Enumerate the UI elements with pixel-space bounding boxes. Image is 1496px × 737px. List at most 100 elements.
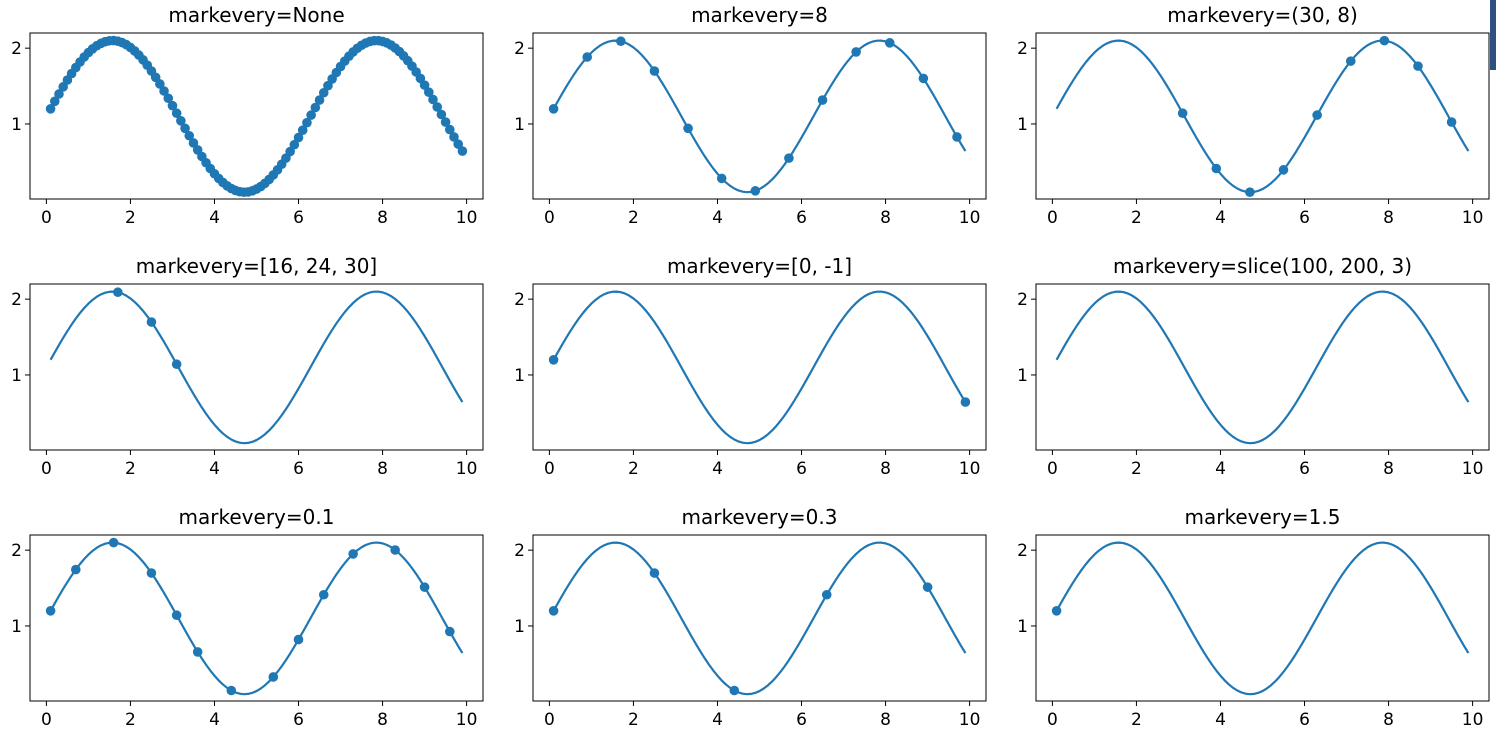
data-point: [171, 610, 182, 621]
y-tick-label: 1: [1017, 617, 1028, 637]
data-point: [729, 685, 740, 696]
series-line: [1055, 290, 1470, 445]
data-point: [419, 80, 430, 90]
data-point: [716, 173, 727, 184]
data-point: [293, 634, 304, 645]
data-point: [428, 94, 438, 105]
data-point: [108, 537, 119, 548]
data-point: [226, 685, 237, 696]
data-point: [285, 146, 295, 157]
x-tick-label: 8: [880, 459, 891, 479]
y-tick-label: 2: [11, 39, 22, 59]
chart-title: markevery=0.3: [682, 505, 838, 529]
data-point: [297, 125, 308, 135]
chart-title: markevery=slice(100, 200, 3): [1113, 254, 1412, 278]
y-tick-label: 1: [1017, 115, 1028, 135]
data-point: [548, 104, 559, 114]
x-tick-label: 10: [959, 459, 981, 479]
data-point: [1245, 187, 1255, 197]
x-tick-label: 2: [1131, 208, 1142, 228]
x-tick-label: 0: [41, 208, 52, 228]
data-point: [750, 186, 761, 196]
x-tick-label: 8: [1383, 710, 1394, 730]
y-tick-label: 1: [11, 115, 22, 135]
series-line: [49, 290, 464, 445]
series-line: [49, 39, 464, 194]
data-point: [616, 36, 626, 47]
x-tick-label: 0: [1047, 208, 1058, 228]
axes-frame: [532, 534, 987, 702]
data-point: [184, 130, 195, 141]
data-point: [548, 606, 559, 616]
data-point: [155, 79, 165, 89]
data-point: [1278, 165, 1289, 175]
data-point: [1413, 61, 1423, 71]
data-point: [918, 73, 929, 84]
data-point: [167, 100, 178, 111]
data-point: [49, 96, 60, 107]
y-tick-label: 1: [514, 115, 525, 135]
x-tick-label: 4: [1215, 208, 1226, 228]
data-point: [922, 582, 933, 592]
data-point: [453, 139, 464, 149]
data-point: [784, 153, 794, 163]
data-point: [1051, 606, 1062, 616]
data-point: [146, 317, 157, 327]
series-line: [552, 290, 967, 445]
data-point: [54, 89, 64, 99]
y-tick-label: 1: [514, 617, 525, 637]
y-tick-label: 2: [1017, 39, 1028, 59]
x-tick-label: 0: [1047, 459, 1058, 479]
x-tick-label: 0: [41, 459, 52, 479]
y-tick-label: 1: [1017, 366, 1028, 386]
x-tick-label: 6: [796, 459, 807, 479]
data-point: [188, 138, 199, 148]
x-tick-label: 6: [293, 459, 304, 479]
x-tick-label: 0: [1047, 710, 1058, 730]
y-tick-label: 2: [1017, 290, 1028, 310]
x-tick-label: 10: [959, 208, 981, 228]
series-line: [49, 541, 464, 696]
x-tick-label: 8: [880, 710, 891, 730]
data-point: [548, 355, 559, 365]
data-point: [45, 606, 56, 616]
x-tick-label: 8: [377, 459, 388, 479]
x-tick-label: 2: [628, 459, 639, 479]
series-line: [1055, 541, 1470, 696]
x-tick-label: 8: [377, 710, 388, 730]
data-point: [293, 132, 304, 143]
data-point: [440, 117, 451, 127]
data-point: [1312, 110, 1322, 120]
y-tick-label: 1: [11, 366, 22, 386]
data-point: [289, 139, 300, 150]
axes-frame: [532, 283, 987, 451]
data-point: [817, 95, 828, 105]
x-tick-label: 10: [456, 208, 478, 228]
data-point: [45, 104, 56, 114]
x-tick-label: 6: [1299, 710, 1310, 730]
data-point: [960, 397, 971, 407]
data-point: [314, 95, 325, 105]
data-point: [952, 132, 962, 142]
data-point: [71, 564, 81, 575]
data-point: [163, 93, 174, 104]
x-tick-label: 4: [712, 710, 723, 730]
y-tick-label: 2: [1017, 541, 1028, 561]
x-tick-label: 6: [293, 710, 304, 730]
data-point: [1446, 117, 1457, 127]
x-tick-label: 4: [1215, 710, 1226, 730]
data-point: [310, 102, 321, 113]
x-tick-label: 6: [796, 208, 807, 228]
x-tick-label: 4: [1215, 459, 1226, 479]
data-point: [649, 568, 660, 578]
series-line: [1055, 39, 1470, 194]
data-point: [821, 589, 832, 600]
x-tick-label: 2: [125, 208, 136, 228]
data-point: [302, 117, 312, 128]
data-point: [159, 86, 169, 96]
